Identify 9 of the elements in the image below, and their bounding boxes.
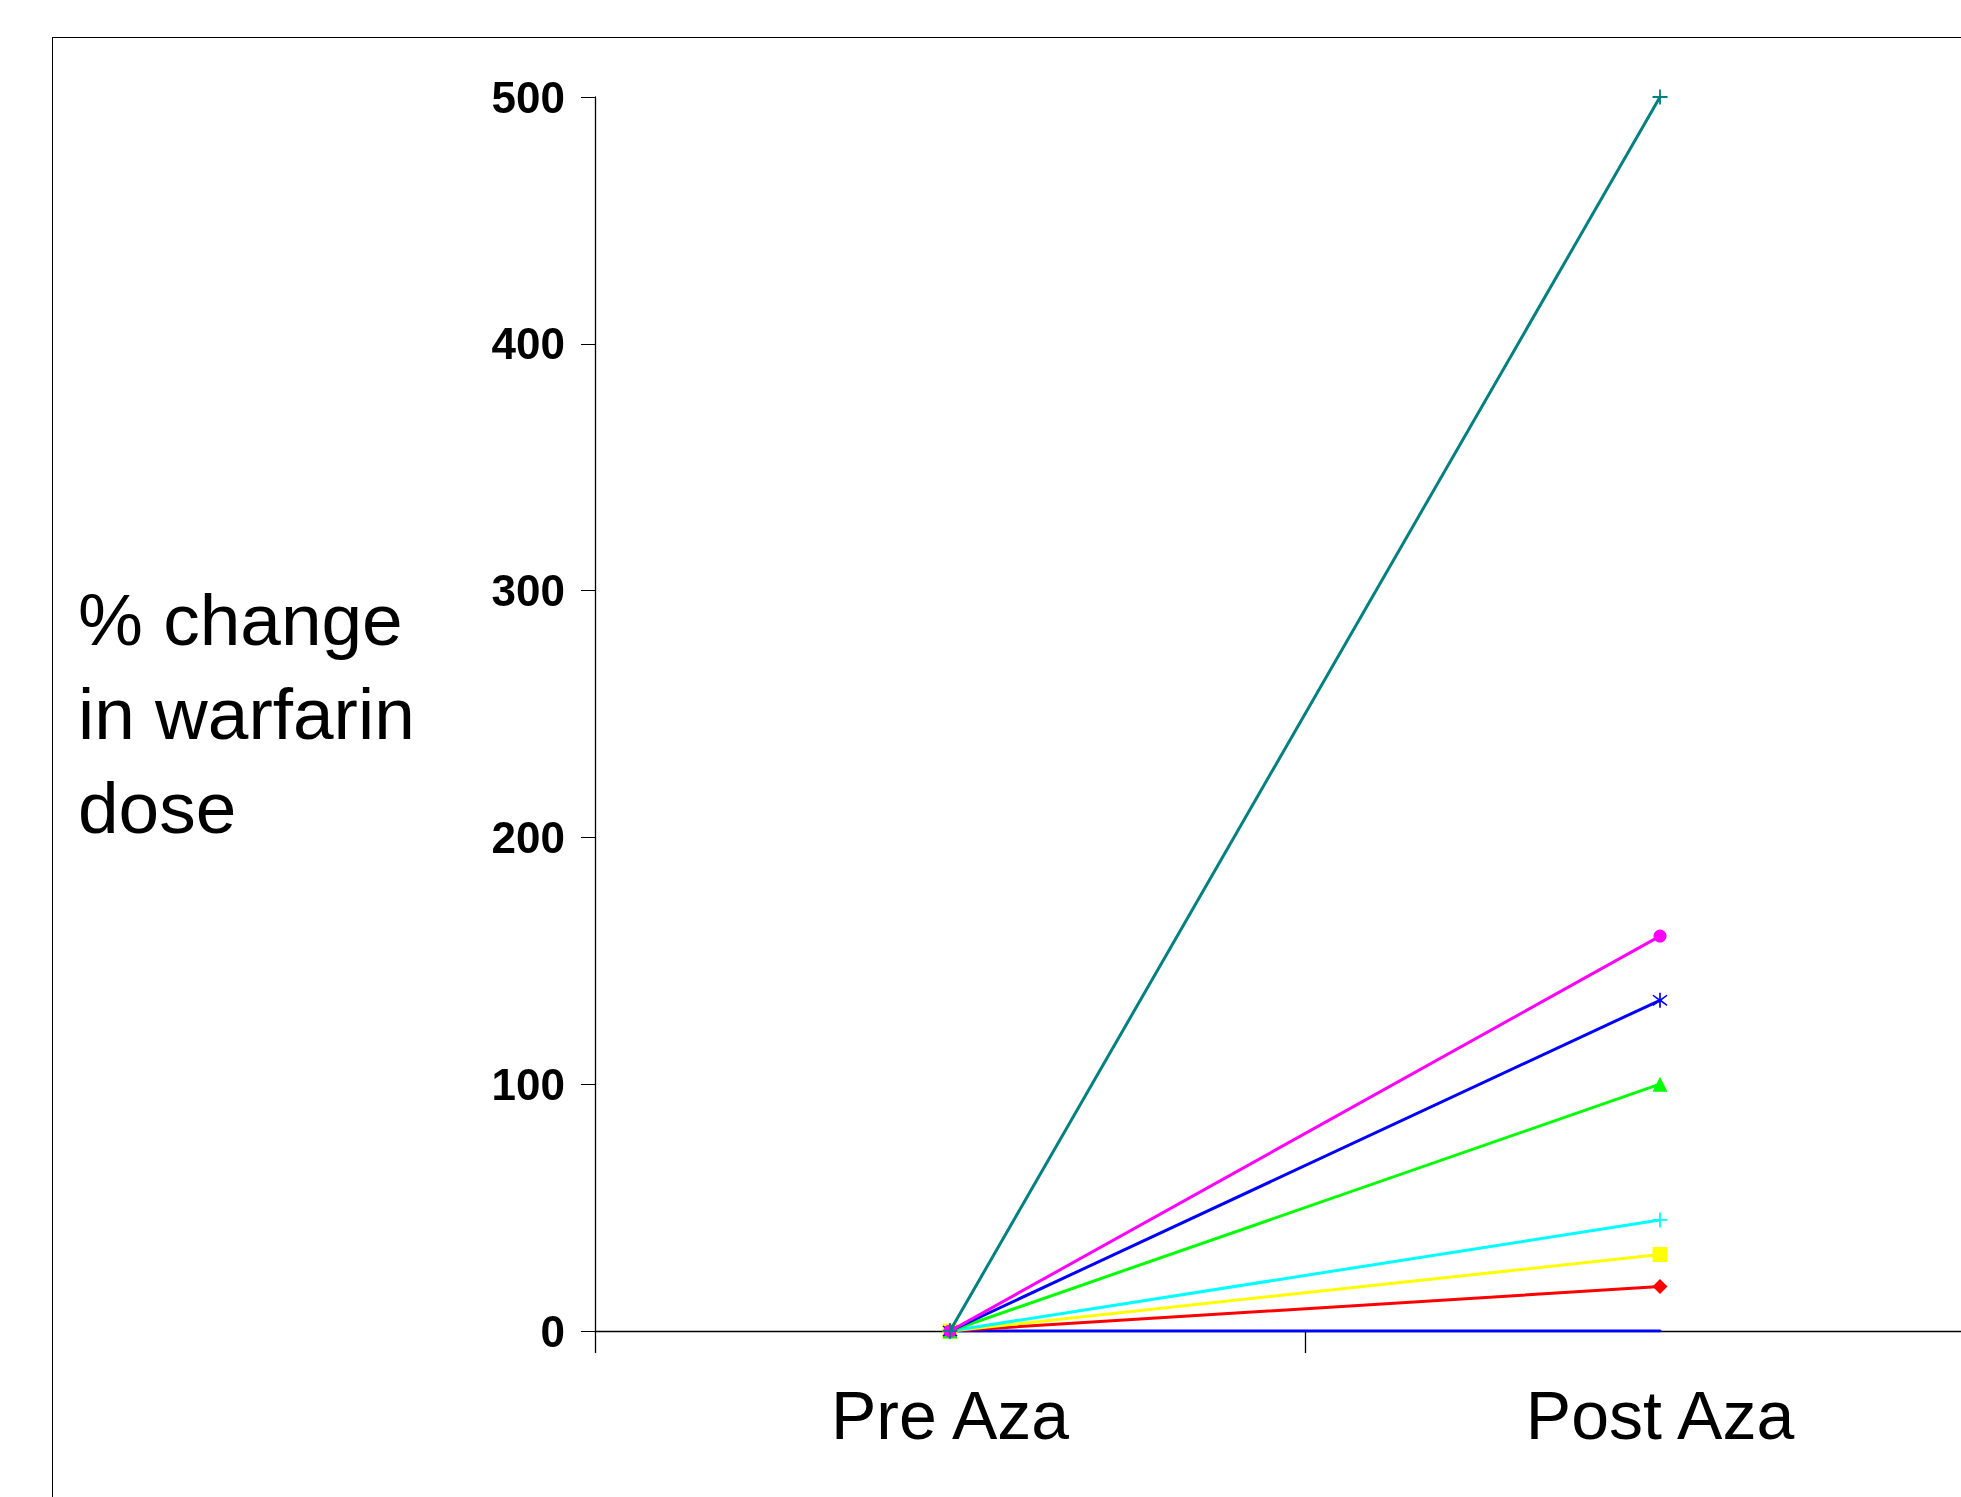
- y-tick-label: 0: [540, 1306, 565, 1356]
- y-axis-title: % change in warfarin dose: [78, 578, 436, 848]
- y-tick-label: 500: [491, 72, 565, 122]
- y-tick-label: 300: [491, 566, 565, 616]
- y-tick-label: 100: [491, 1059, 565, 1109]
- x-tick-label: Pre Aza: [830, 1377, 1070, 1453]
- y-tick-label: 200: [491, 812, 565, 862]
- x-tick-label: Post Aza: [1525, 1377, 1795, 1453]
- y-tick-label: 400: [491, 319, 565, 369]
